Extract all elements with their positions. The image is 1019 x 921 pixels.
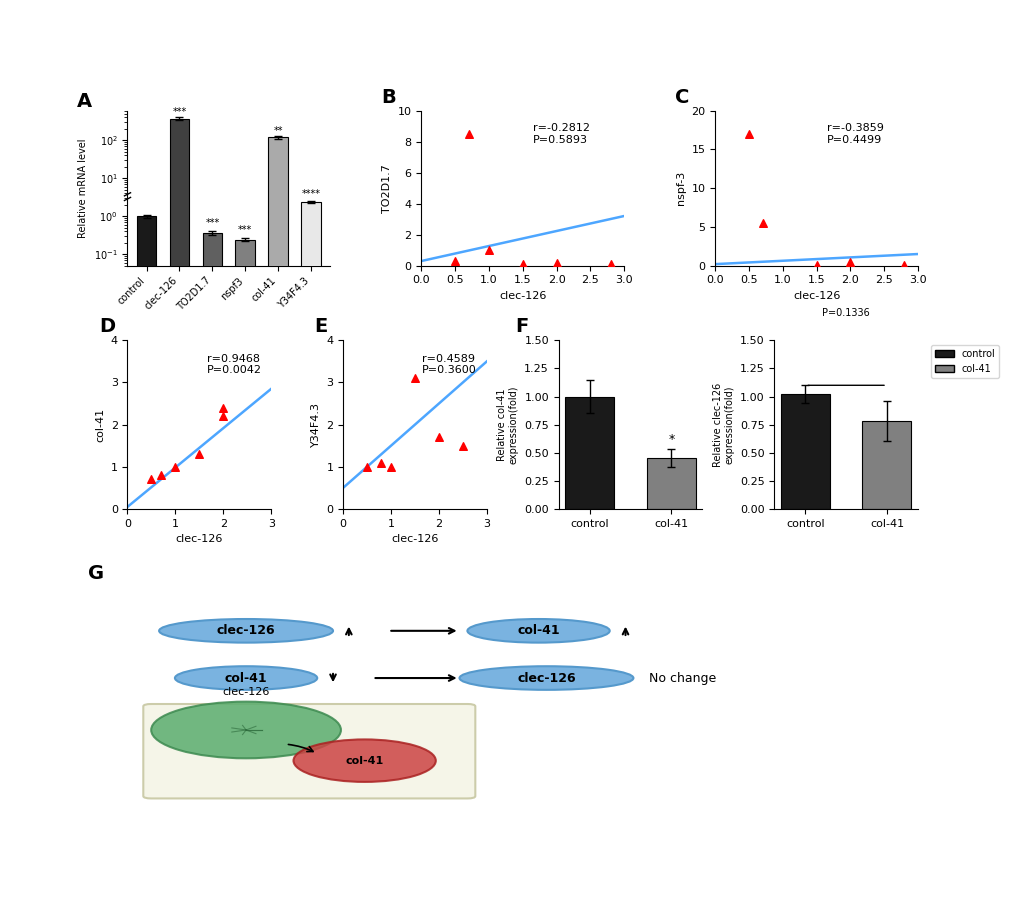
FancyBboxPatch shape (143, 704, 475, 799)
Text: B: B (380, 87, 395, 107)
Point (515, 257, 531, 272)
Text: ***: *** (238, 225, 252, 235)
Y-axis label: Y34F4.3: Y34F4.3 (311, 402, 320, 447)
Text: col-41: col-41 (345, 755, 383, 765)
Ellipse shape (159, 619, 333, 643)
Point (740, 126, 756, 141)
Text: r=-0.3859
P=0.4499: r=-0.3859 P=0.4499 (826, 122, 882, 145)
Text: D: D (99, 317, 115, 336)
Point (461, 126, 477, 141)
Bar (862, 421, 911, 509)
Text: r=-0.2812
P=0.5893: r=-0.2812 P=0.5893 (532, 122, 589, 145)
Point (373, 455, 389, 470)
Point (191, 447, 207, 461)
Point (454, 438, 471, 453)
Text: ***: *** (172, 107, 186, 117)
Ellipse shape (467, 619, 609, 643)
Circle shape (151, 702, 340, 758)
Point (602, 257, 619, 272)
Bar (646, 459, 695, 509)
Text: ****: **** (302, 190, 320, 200)
Text: r=0.4589
P=0.3600: r=0.4589 P=0.3600 (422, 354, 477, 376)
Point (896, 258, 912, 273)
Y-axis label: TO2D1.7: TO2D1.7 (382, 164, 391, 213)
Text: clec-126: clec-126 (222, 687, 269, 697)
X-axis label: clec-126: clec-126 (792, 291, 840, 301)
Bar (169, 119, 190, 921)
Point (480, 243, 496, 258)
Text: No change: No change (649, 671, 715, 684)
Y-axis label: col-41: col-41 (95, 408, 105, 442)
Bar (780, 394, 829, 509)
X-axis label: clec-126: clec-126 (391, 534, 438, 544)
Y-axis label: nspf-3: nspf-3 (676, 171, 685, 205)
X-axis label: clec-126: clec-126 (175, 534, 223, 544)
Point (167, 460, 183, 474)
Ellipse shape (175, 666, 317, 690)
Point (382, 460, 398, 474)
Bar (565, 397, 613, 509)
Text: col-41: col-41 (517, 624, 559, 637)
Point (407, 371, 423, 386)
Point (143, 472, 159, 487)
Text: A: A (76, 92, 92, 111)
Text: ***: *** (205, 218, 219, 228)
Ellipse shape (459, 666, 633, 690)
Point (430, 430, 446, 445)
Bar (268, 137, 287, 921)
X-axis label: clec-126: clec-126 (498, 291, 546, 301)
Text: E: E (314, 317, 327, 336)
Bar (235, 239, 255, 921)
Y-axis label: Relative clec-126
expression(fold): Relative clec-126 expression(fold) (712, 382, 734, 467)
Bar (203, 233, 222, 921)
Y-axis label: Relative col-41
expression(fold): Relative col-41 expression(fold) (496, 385, 518, 464)
Point (842, 254, 858, 269)
Legend: control, col-41: control, col-41 (929, 345, 999, 378)
Point (446, 253, 463, 268)
Bar (137, 216, 156, 921)
Point (808, 258, 824, 273)
Text: clec-126: clec-126 (517, 671, 575, 684)
Point (548, 255, 565, 270)
Text: C: C (675, 87, 689, 107)
Text: *: * (667, 433, 674, 446)
Text: clec-126: clec-126 (217, 624, 275, 637)
Text: G: G (88, 564, 104, 583)
Point (754, 216, 770, 230)
Text: col-41: col-41 (224, 671, 267, 684)
Text: r=0.9468
P=0.0042: r=0.9468 P=0.0042 (206, 354, 261, 376)
Point (215, 401, 231, 415)
Point (359, 460, 375, 474)
Point (153, 468, 169, 483)
Circle shape (293, 740, 435, 782)
Text: P=0.1336: P=0.1336 (821, 309, 869, 319)
Bar (301, 202, 321, 921)
Y-axis label: Relative mRNA level: Relative mRNA level (78, 138, 89, 238)
Point (215, 409, 231, 424)
Text: **: ** (273, 125, 282, 135)
Text: F: F (515, 317, 528, 336)
